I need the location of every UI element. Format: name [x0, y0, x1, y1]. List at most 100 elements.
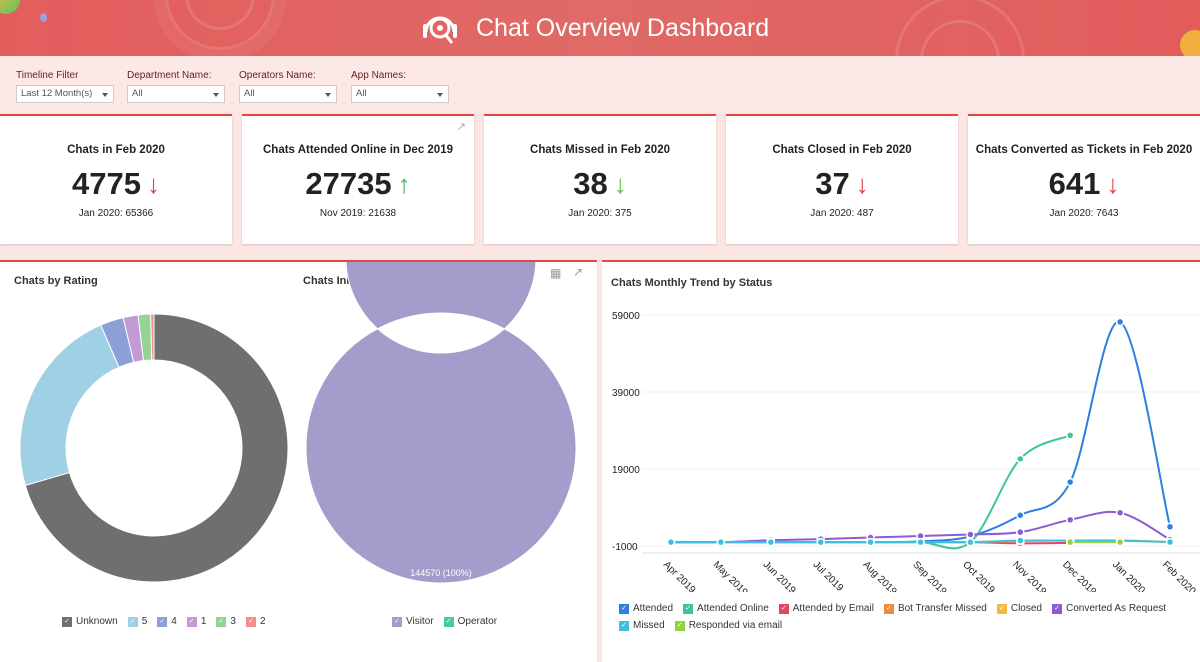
legend-item[interactable]: ✓ Attended by Email — [778, 603, 874, 614]
data-point[interactable] — [1115, 508, 1125, 517]
legend-item[interactable]: ✓ Responded via email — [674, 620, 782, 631]
title-text: Chat Overview Dashboard — [476, 13, 770, 42]
data-point[interactable] — [966, 530, 975, 539]
app-filter: App Names: All — [351, 70, 449, 103]
data-point[interactable] — [1065, 431, 1075, 440]
data-point[interactable] — [816, 537, 825, 547]
chart-type-icon[interactable]: ▦ — [550, 266, 562, 280]
timeline-select[interactable]: Last 12 Month(s) — [16, 85, 114, 103]
y-tick-label: 39000 — [612, 388, 640, 399]
data-point[interactable] — [1165, 537, 1175, 547]
legend-item[interactable]: ✓ Visitor — [392, 616, 434, 627]
stat-card[interactable]: Chats Converted as Tickets in Feb 2020 6… — [968, 114, 1200, 244]
x-tick-label: Oct 2019 — [960, 559, 997, 592]
checkbox-icon: ✓ — [245, 616, 256, 627]
app-select[interactable]: All — [351, 85, 449, 103]
data-point[interactable] — [1016, 510, 1025, 520]
legend-label: 2 — [259, 616, 266, 627]
x-tick-label: Jan 2020 — [1110, 559, 1147, 592]
trend-down-icon: ↓ — [1106, 168, 1120, 199]
stat-card[interactable]: ↗ Chats Attended Online in Dec 2019 2773… — [242, 114, 474, 244]
series-line-attended[interactable] — [671, 320, 1171, 544]
department-select[interactable]: All — [127, 85, 225, 103]
data-point[interactable] — [666, 537, 676, 547]
data-point[interactable] — [1065, 537, 1075, 547]
stat-card[interactable]: Chats in Feb 2020 4775 ↓ Jan 2020: 65366 — [0, 114, 232, 244]
legend-item[interactable]: ✓ 3 — [216, 616, 236, 627]
data-point[interactable] — [1115, 537, 1125, 547]
legend-label: Attended by Email — [792, 603, 874, 614]
checkbox-icon: ✓ — [157, 616, 168, 627]
legend-label: Bot Transfer Missed — [897, 603, 987, 614]
data-point[interactable] — [766, 537, 776, 547]
stat-card[interactable]: Chats Missed in Feb 2020 38 ↓ Jan 2020: 3… — [484, 114, 716, 244]
data-point[interactable] — [916, 537, 925, 547]
legend-item[interactable]: ✓ Operator — [443, 616, 497, 627]
data-point[interactable] — [1065, 477, 1075, 487]
donut-slice-visitor[interactable] — [305, 262, 577, 584]
donut-data-label: 144570 (100%) — [410, 568, 472, 578]
checkbox-icon: ✓ — [127, 616, 138, 627]
data-point[interactable] — [1065, 515, 1075, 525]
legend-item[interactable]: ✓ Converted As Request — [1052, 603, 1166, 614]
data-point[interactable] — [1115, 317, 1125, 327]
checkbox-icon: ✓ — [683, 603, 694, 614]
data-point[interactable] — [716, 537, 726, 547]
legend-item[interactable]: ✓ Bot Transfer Missed — [883, 603, 987, 614]
data-point[interactable] — [1016, 527, 1025, 537]
legend-item[interactable]: ✓ Attended — [619, 603, 673, 614]
trend-title: Chats Monthly Trend by Status — [611, 277, 773, 289]
legend-label: Closed — [1010, 603, 1042, 614]
card-value: 4775 — [72, 166, 141, 201]
dashboard-title: Chat Overview Dashboard — [418, 8, 769, 48]
checkbox-icon: ✓ — [1052, 603, 1062, 614]
checkbox-icon: ✓ — [443, 616, 454, 627]
legend-label: 3 — [230, 616, 236, 627]
donut-slice-unknown[interactable] — [24, 313, 289, 583]
data-point[interactable] — [1016, 536, 1025, 545]
filter-label: Department Name: — [127, 70, 212, 81]
expand-icon[interactable]: ↗ — [573, 265, 584, 279]
headset-search-icon — [423, 16, 457, 44]
legend-item[interactable]: ✓ 1 — [186, 616, 207, 627]
y-tick-label: 19000 — [612, 465, 640, 476]
x-tick-label: Nov 2019 — [1010, 559, 1048, 592]
department-filter: Department Name: All — [127, 70, 225, 103]
legend-item[interactable]: ✓ Attended Online — [683, 603, 769, 614]
donut-slice-2[interactable] — [150, 313, 155, 361]
legend-label: 5 — [141, 616, 148, 627]
series-line-attended-online[interactable] — [671, 434, 1071, 550]
legend-item[interactable]: ✓ Unknown — [62, 616, 118, 627]
stat-card[interactable]: Chats Closed in Feb 2020 37 ↓ Jan 2020: 4… — [726, 114, 958, 244]
legend-label: Unknown — [76, 616, 118, 627]
operators-select[interactable]: All — [239, 85, 337, 103]
trend-down-icon: ↓ — [146, 168, 160, 199]
data-point[interactable] — [966, 537, 975, 547]
legend-item[interactable]: ✓ Closed — [996, 603, 1042, 614]
x-tick-label: Apr 2019 — [661, 559, 698, 592]
legend-item[interactable]: ✓ 5 — [127, 616, 148, 627]
card-comparison: Jan 2020: 7643 — [1049, 208, 1119, 219]
legend-item[interactable]: ✓ 2 — [245, 616, 266, 627]
checkbox-icon: ✓ — [883, 603, 894, 614]
legend-label: Attended Online — [697, 603, 769, 614]
initiated-legend: ✓ Visitor ✓ Operator — [392, 616, 497, 627]
expand-icon[interactable]: ↗ — [456, 121, 466, 133]
data-point[interactable] — [866, 537, 875, 547]
card-comparison: Jan 2020: 65366 — [78, 208, 154, 219]
legend-item[interactable]: ✓ Missed — [619, 620, 665, 631]
data-point[interactable] — [1165, 522, 1175, 531]
chats-by-rating-title: Chats by Rating — [14, 275, 98, 287]
filter-label: Timeline Filter — [16, 70, 79, 81]
card-title: Chats Closed in Feb 2020 — [772, 144, 912, 156]
legend-label: 1 — [200, 616, 207, 627]
card-title: Chats Converted as Tickets in Feb 2020 — [975, 144, 1193, 156]
donut-slice-5[interactable] — [19, 324, 120, 487]
checkbox-icon: ✓ — [619, 620, 629, 631]
legend-item[interactable]: ✓ 4 — [157, 616, 177, 627]
checkbox-icon: ✓ — [674, 620, 685, 631]
data-point[interactable] — [1016, 454, 1025, 464]
card-comparison: Jan 2020: 375 — [568, 208, 632, 219]
y-tick-label: 59000 — [612, 311, 640, 322]
x-tick-label: Feb 2020 — [1160, 559, 1198, 592]
